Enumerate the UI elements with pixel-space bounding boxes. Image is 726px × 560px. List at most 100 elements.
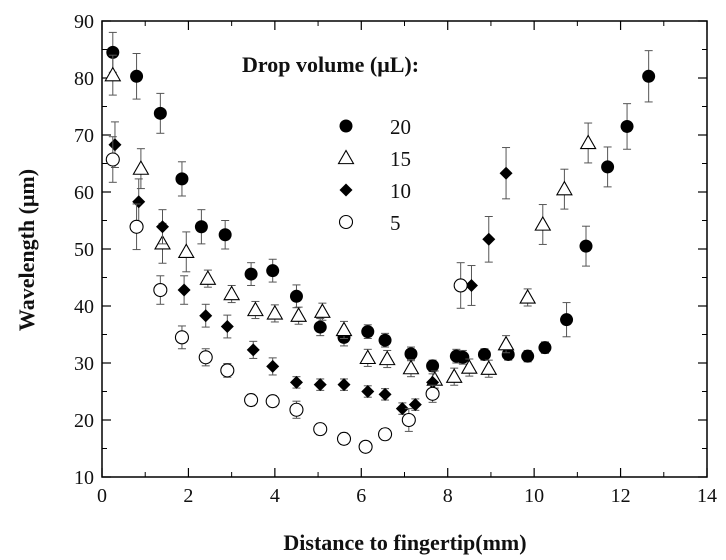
legend-marker-5: [338, 214, 354, 230]
data-point: [560, 313, 574, 327]
data-point: [480, 360, 498, 375]
data-point: [289, 289, 303, 303]
y-tick-label: 50: [74, 239, 94, 261]
data-point: [313, 378, 327, 392]
data-point: [313, 303, 331, 318]
data-point: [456, 350, 470, 364]
legend-label-10: 10: [390, 179, 411, 203]
data-point: [129, 219, 144, 234]
data-point: [220, 363, 235, 378]
data-point: [401, 412, 416, 428]
y-tick-label: 60: [74, 182, 94, 204]
y-tick-label: 80: [74, 68, 94, 90]
legend-marker-15: [337, 149, 355, 165]
data-point: [105, 152, 120, 167]
legend: Drop volume (μL): 20 15 10 5: [242, 52, 419, 235]
series-20: [106, 31, 656, 373]
legend-marker-20: [339, 119, 353, 133]
data-point: [426, 359, 440, 373]
x-tick-label: 6: [356, 485, 366, 507]
data-point: [404, 347, 418, 361]
data-point: [130, 69, 144, 83]
data-point: [335, 321, 353, 337]
x-tick-label: 4: [270, 485, 280, 507]
x-axis-title: Distance to fingertip(mm): [283, 530, 526, 555]
data-point: [497, 335, 515, 351]
data-point: [246, 301, 264, 317]
y-tick-label: 90: [74, 11, 94, 33]
data-point: [378, 333, 392, 347]
data-point: [177, 283, 191, 297]
data-point: [337, 378, 351, 392]
data-point: [579, 239, 593, 253]
data-point: [153, 282, 168, 298]
series-10: [108, 121, 513, 416]
data-point: [359, 349, 377, 365]
data-point: [579, 134, 597, 150]
data-point: [199, 270, 217, 285]
data-point: [289, 375, 303, 389]
x-tick-label: 0: [97, 485, 107, 507]
data-point: [220, 320, 234, 334]
data-point: [402, 359, 420, 375]
data-point: [313, 320, 327, 334]
x-tick-label: 2: [183, 485, 193, 507]
data-point: [395, 402, 409, 416]
data-point: [464, 278, 478, 292]
data-point: [266, 304, 284, 320]
data-point: [244, 392, 259, 408]
data-point: [361, 325, 375, 339]
data-point: [174, 330, 189, 345]
data-point: [499, 166, 513, 180]
data-point: [132, 195, 146, 209]
data-point: [223, 285, 241, 301]
data-point: [534, 215, 552, 231]
data-point: [519, 288, 537, 304]
data-point: [177, 243, 195, 259]
data-point: [482, 232, 496, 246]
legend-label-15: 15: [390, 147, 411, 171]
data-point: [156, 220, 169, 234]
x-tick-label: 10: [524, 485, 544, 507]
data-point: [521, 349, 535, 363]
data-point: [289, 402, 304, 417]
data-point: [108, 138, 122, 152]
data-point: [246, 343, 260, 357]
legend-label-20: 20: [390, 115, 411, 139]
legend-marker-10: [339, 183, 353, 197]
data-point: [378, 387, 392, 401]
data-point: [266, 359, 280, 373]
data-point: [477, 347, 491, 361]
y-tick-label: 20: [74, 410, 94, 432]
data-point: [601, 160, 615, 174]
data-point: [194, 220, 208, 234]
data-point: [378, 427, 393, 442]
x-tick-label: 14: [697, 485, 717, 507]
data-point: [642, 69, 656, 83]
data-point: [425, 386, 440, 401]
data-point: [266, 264, 280, 278]
data-point: [132, 160, 150, 175]
y-tick-label: 40: [74, 296, 94, 318]
x-tick-label: 8: [443, 485, 453, 507]
data-point: [244, 267, 258, 281]
data-point: [336, 431, 352, 446]
data-point: [199, 309, 213, 323]
data-point: [358, 439, 373, 454]
data-series: [104, 31, 656, 454]
data-point: [555, 180, 573, 196]
data-point: [153, 106, 167, 120]
data-point: [378, 350, 396, 366]
data-point: [361, 385, 375, 398]
y-axis-title: Wavelength (μm): [14, 169, 39, 331]
data-point: [265, 394, 280, 409]
data-point: [620, 119, 634, 133]
y-tick-label: 10: [74, 467, 94, 489]
data-point: [501, 347, 515, 361]
legend-label-5: 5: [390, 211, 401, 235]
y-tick-label: 30: [74, 353, 94, 375]
axes: 0 2 4 6 8 10 12 14 10 20 30 40 50 60 70 80 90: [74, 11, 717, 507]
data-point: [290, 307, 308, 322]
data-point: [445, 368, 463, 383]
